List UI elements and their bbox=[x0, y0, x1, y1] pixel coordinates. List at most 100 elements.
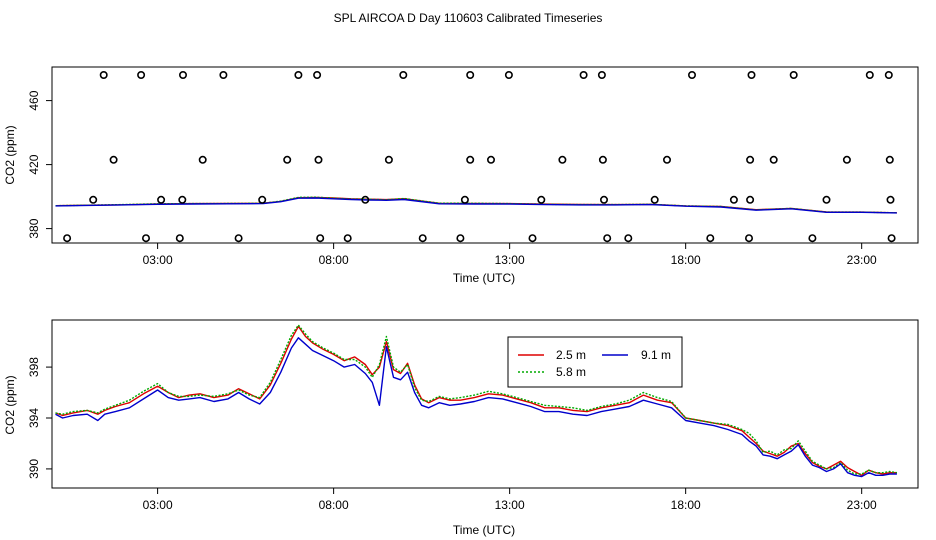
top-cal-point-24 bbox=[598, 155, 607, 164]
top-cal-point-12 bbox=[747, 71, 756, 80]
top-x-axis: 03:00 08:00 13:00 18:00 23:00 bbox=[143, 243, 877, 267]
top-x-tick-label-3: 18:00 bbox=[671, 253, 701, 267]
top-cal-point-36 bbox=[537, 195, 546, 204]
top-cal-point-4 bbox=[294, 71, 303, 80]
top-series-group bbox=[55, 196, 897, 214]
bottom-x-axis-label: Time (UTC) bbox=[453, 523, 515, 537]
top-cal-point-26 bbox=[746, 155, 755, 164]
top-cal-point-9 bbox=[579, 71, 588, 80]
top-cal-point-23 bbox=[558, 155, 567, 164]
top-cal-point-46 bbox=[234, 234, 243, 243]
top-y-tick-label-0: 380 bbox=[27, 218, 41, 238]
top-cal-point-16 bbox=[109, 155, 118, 164]
top-series-5-8m bbox=[55, 196, 897, 214]
bot-series-2-5m bbox=[55, 325, 897, 476]
top-points-group bbox=[63, 71, 896, 243]
bot-y-tick-label-2: 398 bbox=[27, 357, 41, 377]
top-cal-point-0 bbox=[99, 71, 108, 80]
bottom-y-axis-label: CO2 (ppm) bbox=[3, 375, 17, 434]
top-cal-point-8 bbox=[504, 71, 513, 80]
top-cal-point-3 bbox=[219, 71, 228, 80]
top-cal-point-52 bbox=[603, 234, 612, 243]
top-cal-point-44 bbox=[142, 234, 151, 243]
bottom-series-group bbox=[55, 324, 898, 478]
top-cal-point-1 bbox=[137, 71, 146, 80]
top-cal-point-22 bbox=[486, 155, 495, 164]
top-cal-point-17 bbox=[198, 155, 207, 164]
top-cal-point-6 bbox=[399, 71, 408, 80]
bot-x-tick-label-2: 13:00 bbox=[495, 498, 525, 512]
top-cal-point-32 bbox=[178, 195, 187, 204]
top-cal-point-43 bbox=[63, 234, 72, 243]
top-cal-point-47 bbox=[316, 234, 325, 243]
top-cal-point-5 bbox=[313, 71, 322, 80]
bottom-plot-frame bbox=[51, 319, 919, 489]
top-x-axis-label: Time (UTC) bbox=[453, 271, 515, 285]
top-cal-point-20 bbox=[384, 155, 393, 164]
top-y-tick-label-1: 420 bbox=[27, 154, 41, 174]
top-x-tick-label-0: 03:00 bbox=[143, 253, 173, 267]
top-cal-point-29 bbox=[885, 155, 894, 164]
top-cal-point-37 bbox=[599, 195, 608, 204]
top-cal-point-14 bbox=[865, 71, 874, 80]
legend-box bbox=[507, 336, 683, 388]
top-cal-point-57 bbox=[887, 234, 896, 243]
top-cal-point-15 bbox=[884, 71, 893, 80]
top-cal-point-40 bbox=[746, 195, 755, 204]
top-cal-point-21 bbox=[466, 155, 475, 164]
top-cal-point-2 bbox=[179, 71, 188, 80]
top-cal-point-25 bbox=[662, 155, 671, 164]
top-cal-point-27 bbox=[769, 155, 778, 164]
top-series-2-5m bbox=[55, 196, 897, 214]
bottom-y-axis: 390 394 398 bbox=[27, 357, 52, 479]
bot-x-tick-label-4: 23:00 bbox=[847, 498, 877, 512]
top-y-tick-label-2: 460 bbox=[27, 90, 41, 110]
top-cal-point-39 bbox=[729, 195, 738, 204]
top-cal-point-49 bbox=[418, 234, 427, 243]
bot-x-tick-label-0: 03:00 bbox=[143, 498, 173, 512]
top-cal-point-55 bbox=[744, 234, 753, 243]
top-cal-point-18 bbox=[283, 155, 292, 164]
legend-label-9-1m: 9.1 m bbox=[641, 348, 671, 362]
bot-x-tick-label-1: 08:00 bbox=[319, 498, 349, 512]
top-cal-point-10 bbox=[597, 71, 606, 80]
top-cal-point-42 bbox=[886, 195, 895, 204]
top-cal-point-38 bbox=[650, 195, 659, 204]
bot-series-5-8m bbox=[55, 324, 898, 475]
top-plot-frame bbox=[51, 66, 919, 244]
top-x-tick-label-4: 23:00 bbox=[847, 253, 877, 267]
figure-title: SPL AIRCOA D Day 110603 Calibrated Times… bbox=[334, 11, 603, 25]
top-x-tick-label-2: 13:00 bbox=[495, 253, 525, 267]
top-panel: 03:00 08:00 13:00 18:00 23:00 380 420 460 Time… bbox=[3, 66, 919, 285]
top-cal-point-51 bbox=[528, 234, 537, 243]
top-cal-point-33 bbox=[258, 195, 267, 204]
top-y-axis: 380 420 460 bbox=[27, 90, 52, 239]
top-cal-point-54 bbox=[706, 234, 715, 243]
bottom-panel: 03:00 08:00 13:00 18:00 23:00 390 394 398 Time… bbox=[3, 319, 919, 537]
top-cal-point-34 bbox=[361, 195, 370, 204]
bot-y-tick-label-1: 394 bbox=[27, 408, 41, 428]
top-cal-point-53 bbox=[624, 234, 633, 243]
top-cal-point-41 bbox=[822, 195, 831, 204]
bottom-x-axis: 03:00 08:00 13:00 18:00 23:00 bbox=[143, 488, 877, 512]
top-cal-point-48 bbox=[343, 234, 352, 243]
top-cal-point-28 bbox=[842, 155, 851, 164]
bot-y-tick-label-0: 390 bbox=[27, 459, 41, 479]
top-cal-point-45 bbox=[175, 234, 184, 243]
top-y-axis-label: CO2 (ppm) bbox=[3, 125, 17, 184]
top-cal-point-13 bbox=[789, 71, 798, 80]
top-cal-point-30 bbox=[89, 195, 98, 204]
top-cal-point-19 bbox=[314, 155, 323, 164]
top-cal-point-35 bbox=[460, 195, 469, 204]
top-cal-point-56 bbox=[808, 234, 817, 243]
top-cal-point-31 bbox=[157, 195, 166, 204]
legend: 2.5 m 9.1 m 5.8 m bbox=[507, 336, 683, 388]
top-series-9-1m bbox=[55, 197, 897, 214]
legend-label-2-5m: 2.5 m bbox=[556, 348, 586, 362]
top-cal-point-50 bbox=[456, 234, 465, 243]
top-x-tick-label-1: 08:00 bbox=[319, 253, 349, 267]
top-cal-point-7 bbox=[466, 71, 475, 80]
bot-x-tick-label-3: 18:00 bbox=[671, 498, 701, 512]
bot-series-9-1m bbox=[55, 337, 897, 478]
